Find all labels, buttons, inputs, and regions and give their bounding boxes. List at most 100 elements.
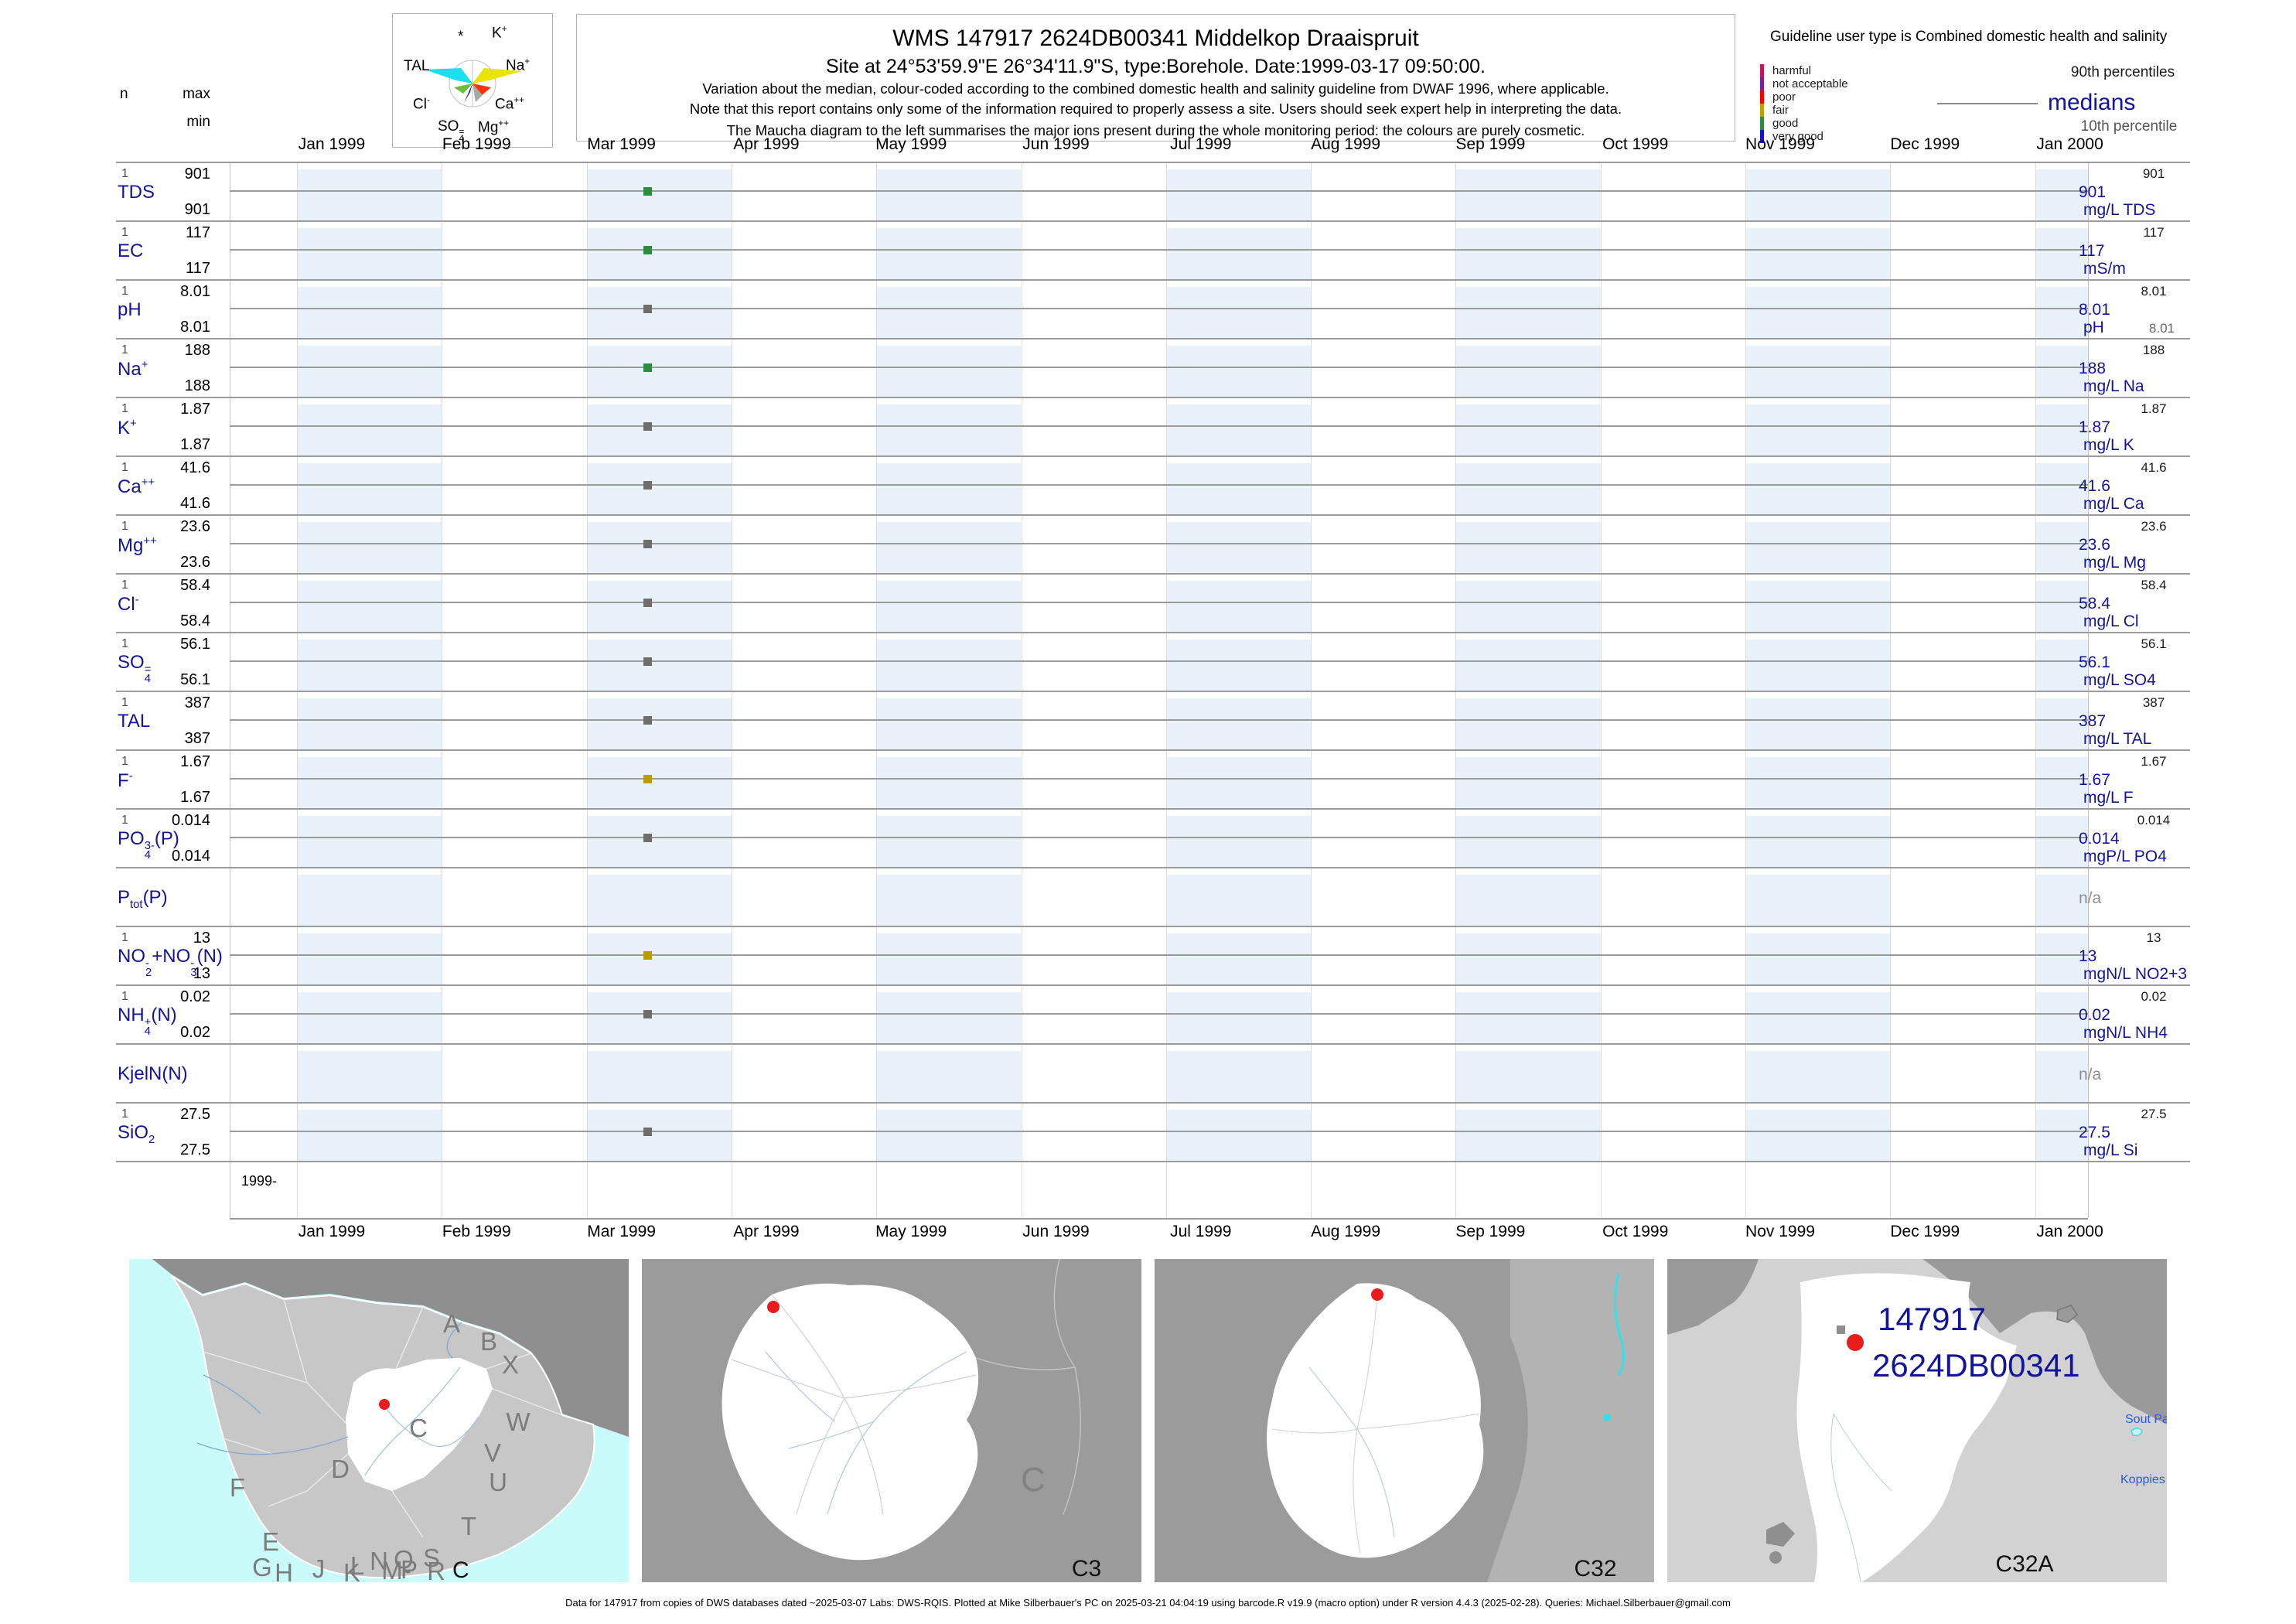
month-label-bottom: Oct 1999 [1602, 1223, 1669, 1240]
map-panel-secondary: C32 [1155, 1259, 1654, 1582]
guideline-class-label: not acceptable [1772, 77, 1848, 90]
stat-unit: mg/L Si [2083, 1141, 2138, 1159]
month-label-top: Jan 2000 [2036, 135, 2103, 153]
month-label-top: Sep 1999 [1455, 135, 1526, 153]
stat-unit: mg/L F [2083, 789, 2134, 807]
row-boundary-line [116, 808, 2190, 810]
row-median-line [230, 719, 2088, 721]
maucha-wing-so4 [464, 84, 473, 103]
drainage-region-letter: Q [394, 1545, 414, 1574]
stat-p90: 23.6 [2141, 519, 2167, 534]
maucha-wing-mg [473, 84, 483, 102]
site-id-label: 147917 [1878, 1301, 1986, 1337]
param-n: 1 [121, 578, 128, 592]
drainage-region-letter: M [381, 1556, 403, 1582]
guideline-class-swatch [1760, 77, 1764, 90]
param-n: 1 [121, 461, 128, 474]
stat-median: 58.4 [2079, 595, 2110, 612]
row-boundary-line [116, 162, 2190, 163]
guideline-class-label: very good [1772, 130, 1823, 143]
param-max: 0.014 [171, 812, 210, 829]
drainage-region-letter: T [461, 1512, 476, 1540]
drainage-region-letter: A [443, 1309, 460, 1338]
param-name: Na+ [118, 359, 148, 380]
guideline-class-label: good [1772, 117, 1799, 130]
month-gridline [1600, 162, 1602, 1218]
title-panel: WMS 147917 2624DB00341 Middelkop Draaisp… [576, 14, 1735, 142]
data-point-marker [643, 774, 652, 783]
row-boundary-line [116, 1102, 2190, 1104]
param-n: 1 [121, 1107, 128, 1121]
map-code-label: C32A [1995, 1551, 2053, 1577]
maucha-wing-cl [454, 84, 473, 94]
map-rivers [1830, 1413, 1892, 1582]
row-boundary-line [116, 455, 2190, 457]
site-location-dot [767, 1301, 780, 1313]
param-max: 117 [186, 224, 210, 241]
param-min: 8.01 [180, 319, 210, 336]
data-point-marker [643, 186, 652, 196]
guideline-class-label: harmful [1772, 64, 1812, 77]
month-label-bottom: Sep 1999 [1455, 1223, 1526, 1240]
month-label-top: Oct 1999 [1602, 135, 1669, 153]
data-point-marker [643, 833, 652, 842]
stat-p90: 8.01 [2141, 284, 2167, 299]
month-gridline [1455, 162, 1457, 1218]
p10-legend-label: 10th percentile [2080, 118, 2178, 135]
data-point-marker [643, 1127, 652, 1136]
stat-p90: 13 [2146, 930, 2161, 945]
map-rivers [1308, 1366, 1395, 1538]
param-min: 0.02 [180, 1024, 210, 1041]
map-region-rivers [364, 1366, 479, 1476]
stat-p90: 1.87 [2141, 401, 2167, 416]
row-median-line [230, 425, 2088, 427]
month-label-top: Jan 1999 [298, 135, 366, 153]
data-point-marker [643, 657, 652, 666]
month-label-top: Dec 1999 [1890, 135, 1960, 153]
param-min: 27.5 [180, 1141, 210, 1158]
stat-unit: mg/L Na [2083, 377, 2144, 395]
stat-unit: mS/m [2083, 260, 2126, 278]
maucha-wing-na [473, 68, 522, 84]
param-min: 56.1 [180, 671, 210, 688]
stat-p90: 56.1 [2141, 636, 2167, 651]
data-point-marker [643, 539, 652, 548]
stat-median: 27.5 [2079, 1124, 2110, 1141]
param-name: Cl- [118, 594, 139, 615]
row-boundary-line [116, 867, 2190, 868]
row-boundary-line [116, 514, 2190, 516]
stat-median: 0.014 [2079, 830, 2120, 848]
n-column-header: n [120, 86, 128, 102]
param-n: 1 [121, 696, 128, 709]
map-panel-primary: C C3 [642, 1259, 1141, 1582]
row-median-line [230, 660, 2088, 662]
stat-p90: 41.6 [2141, 460, 2167, 475]
map-dark-corner-right [1922, 1259, 2167, 1424]
map-cyan-dam [1603, 1414, 1611, 1421]
stat-median: 41.6 [2079, 477, 2110, 495]
map-code-label: C [452, 1557, 469, 1582]
map-drainage-borders [203, 1298, 563, 1538]
maucha-panel: * K+ TAL Na+ Cl- Ca++ SO = 4 Mg++ [392, 13, 553, 148]
drainage-region-letter: C [409, 1414, 428, 1442]
stat-unit: mg/L Ca [2083, 495, 2144, 513]
param-max: 1.87 [180, 401, 210, 418]
maucha-ion-label: Mg++ [478, 118, 510, 136]
month-label-top: Jul 1999 [1170, 135, 1232, 153]
site-subtitle: Site at 24°53'59.9"E 26°34'11.9"S, type:… [826, 56, 1486, 77]
param-max: 23.6 [180, 518, 210, 535]
min-column-header: min [186, 114, 210, 130]
row-median-line [230, 1013, 2088, 1015]
param-name: K+ [118, 418, 137, 438]
row-boundary-line [116, 926, 2190, 927]
map-town-blob [1837, 1325, 1845, 1334]
site-location-dot [379, 1399, 390, 1410]
param-name: PO 3- 4 (P) [118, 828, 179, 861]
param-n: 1 [121, 167, 128, 180]
param-n: 1 [121, 755, 128, 768]
maucha-ion-label: K+ [492, 24, 507, 42]
site-location-dot [1847, 1334, 1864, 1351]
